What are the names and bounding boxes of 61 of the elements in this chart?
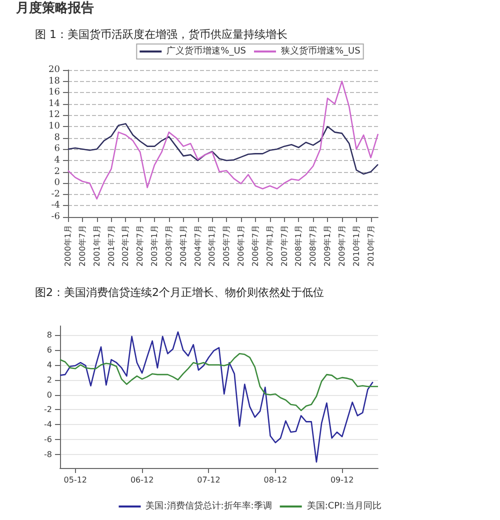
x-tick-label: 2003年7月: [164, 225, 174, 266]
x-tick-label: 2009年7月: [337, 225, 346, 266]
x-tick-label: 05-12: [64, 476, 88, 484]
x-tick-label: 2006年1月: [236, 225, 246, 266]
x-tick-label: 2004年7月: [193, 225, 202, 266]
line-series: [59, 331, 374, 463]
x-tick-label: 2010年1月: [352, 225, 361, 266]
y-tick-label: 14: [48, 98, 60, 109]
x-tick-label: 2008年1月: [294, 225, 304, 266]
line-series: [59, 353, 379, 412]
x-tick-label: 2007年7月: [280, 225, 289, 266]
x-tick-label: 08-12: [264, 476, 288, 484]
y-tick-label: -2: [51, 189, 60, 200]
y-tick-label: 2: [46, 375, 52, 384]
text: 月度策略报告: [15, 0, 94, 16]
y-tick-label: 18: [48, 76, 60, 86]
chart-title: 图2：美国消费信贷连续2个月正增长、物价则依然处于低位: [35, 286, 324, 299]
legend-label: 广义货币增速%_US: [166, 46, 246, 56]
chart-title: 图 1：美国货币活跃度在增强，货币供应量持续增长: [35, 28, 288, 41]
x-tick-label: 09-12: [330, 476, 354, 484]
y-tick-label: 10: [48, 122, 60, 132]
y-tick-label: 6: [46, 345, 52, 354]
x-tick-label: 07-12: [197, 476, 220, 484]
line-series: [67, 123, 379, 175]
x-tick-label: 2010年7月: [366, 225, 376, 266]
y-tick-label: 0: [46, 390, 52, 400]
y-tick-label: 8: [54, 132, 60, 143]
y-tick-label: 0: [54, 178, 60, 188]
x-tick-label: 2004年1月: [178, 225, 188, 266]
x-tick-label: 2002年7月: [136, 225, 145, 266]
y-tick-label: 20: [48, 65, 60, 75]
y-tick-label: 2: [54, 166, 60, 177]
y-tick-label: -6: [44, 435, 52, 444]
x-tick-label: 2008年7月: [308, 225, 318, 266]
x-tick-label: 2000年1月: [64, 225, 72, 266]
y-tick-label: -6: [51, 212, 60, 222]
y-tick-label: 4: [54, 155, 60, 166]
x-tick-label: 2000年7月: [78, 225, 87, 266]
x-tick-label: 2001年7月: [106, 225, 116, 266]
x-tick-label: 2006年7月: [250, 225, 260, 266]
y-tick-label: 12: [48, 110, 60, 120]
y-tick-label: -8: [44, 450, 52, 460]
x-tick-label: 2001年1月: [92, 225, 102, 266]
legend-label: 美国:消费信贷总计:折年率:季调: [146, 500, 272, 512]
y-tick-label: -4: [51, 200, 60, 211]
y-tick-label: 6: [54, 144, 60, 154]
x-tick-label: 2007年1月: [265, 225, 274, 266]
x-tick-label: 2003年1月: [150, 225, 160, 266]
x-tick-label: 2005年1月: [208, 225, 217, 266]
line-series: [67, 80, 379, 200]
x-tick-label: 2005年7月: [222, 225, 232, 266]
y-tick-label: 4: [46, 360, 52, 370]
y-tick-label: -4: [44, 420, 52, 430]
legend-label: 美国:CPI:当月同比: [306, 500, 382, 512]
x-tick-label: 06-12: [130, 476, 154, 484]
y-tick-label: 16: [48, 88, 60, 98]
x-tick-label: 2002年1月: [121, 225, 130, 266]
x-tick-label: 2009年1月: [323, 225, 332, 266]
y-tick-label: 8: [46, 330, 52, 340]
legend-label: 狭义货币增速%_US: [281, 46, 361, 56]
y-tick-label: -2: [44, 405, 52, 414]
